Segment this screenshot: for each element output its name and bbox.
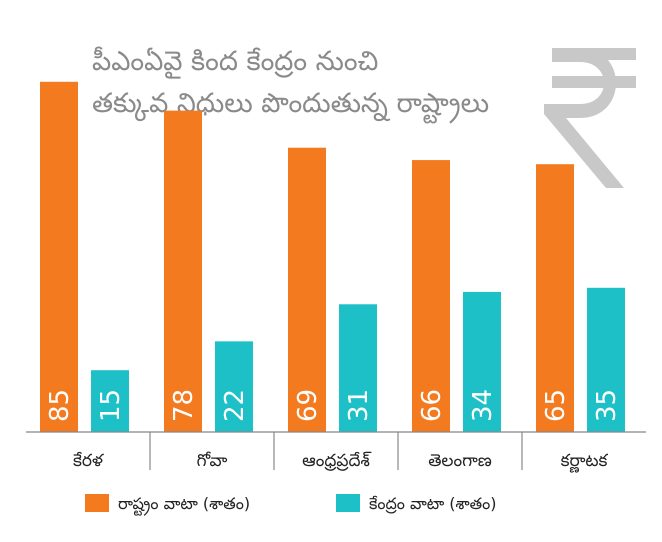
rupee-symbol-icon xyxy=(544,48,636,188)
value-label-centre-3: 34 xyxy=(468,389,498,422)
bar-state-4 xyxy=(536,164,574,432)
bar-state-3 xyxy=(412,160,450,432)
value-labels-layer: 85 15 78 22 69 31 66 34 65 35 xyxy=(45,389,622,422)
value-label-state-0: 85 xyxy=(45,389,75,422)
category-label-1: గోవా xyxy=(197,451,228,471)
bar-state-0 xyxy=(40,81,78,433)
category-label-2: ఆంధ్రప్రదేశ్ xyxy=(302,451,371,471)
chart-title-line-2: తక్కువ నిధులు పొందుతున్న రాష్ట్రాలు xyxy=(92,88,489,124)
value-label-centre-4: 35 xyxy=(592,389,622,422)
legend-swatch-state xyxy=(85,494,109,512)
bar-state-2 xyxy=(288,147,326,432)
bar-centre-2 xyxy=(339,304,377,432)
value-label-centre-1: 22 xyxy=(220,389,250,422)
bar-centre-0 xyxy=(91,370,129,432)
category-separators xyxy=(149,432,523,470)
bar-centre-3 xyxy=(463,291,501,432)
bars-layer xyxy=(40,81,625,433)
value-label-centre-2: 31 xyxy=(344,389,374,422)
category-labels: కేరళ గోవా ఆంధ్రప్రదేశ్ తెలంగాణ కర్ణాటక xyxy=(73,451,608,473)
category-label-0: కేరళ xyxy=(73,451,104,471)
legend: రాష్ట్రం వాటా (శాతం) కేంద్రం వాటా (శాతం) xyxy=(85,494,496,516)
chart-title-line-1: పీఎంఏవై కింద కేంద్రం నుంచి xyxy=(92,46,378,79)
legend-label-state: రాష్ట్రం వాటా (శాతం) xyxy=(118,494,250,516)
bar-centre-4 xyxy=(587,287,625,432)
bar-state-1 xyxy=(164,110,202,432)
value-label-state-1: 78 xyxy=(169,389,199,422)
bar-centre-1 xyxy=(215,341,253,432)
value-label-state-2: 69 xyxy=(293,389,323,422)
category-label-3: తెలంగాణ xyxy=(428,451,492,471)
value-label-state-3: 66 xyxy=(417,389,447,422)
value-label-centre-0: 15 xyxy=(96,389,126,422)
legend-label-centre: కేంద్రం వాటా (శాతం) xyxy=(369,494,496,514)
category-label-4: కర్ణాటక xyxy=(561,451,609,473)
value-label-state-4: 65 xyxy=(541,389,571,422)
legend-swatch-centre xyxy=(336,494,360,512)
